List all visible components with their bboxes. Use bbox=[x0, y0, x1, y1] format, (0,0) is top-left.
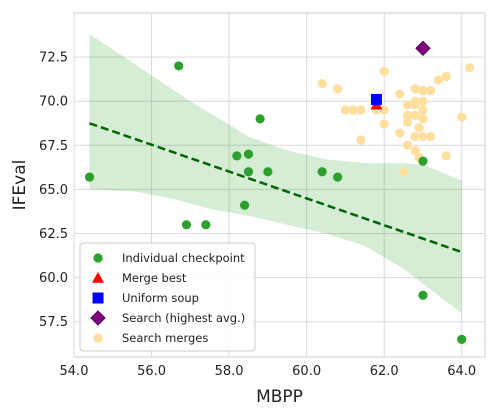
data-point bbox=[243, 149, 254, 159]
y-tick-label: 67.5 bbox=[39, 139, 68, 154]
y-tick-labels: 57.5 60.0 62.5 65.0 67.5 70.0 72.5 bbox=[39, 51, 68, 331]
data-point bbox=[410, 131, 420, 142]
data-point bbox=[457, 112, 467, 122]
legend: Individual checkpoint Merge best Uniform s… bbox=[79, 242, 256, 352]
y-tick-label: 60.0 bbox=[39, 271, 68, 286]
data-point bbox=[263, 167, 273, 177]
data-point bbox=[379, 105, 389, 115]
x-tick-label: 58.0 bbox=[215, 364, 244, 379]
data-point bbox=[243, 167, 254, 177]
data-point bbox=[181, 220, 192, 230]
data-point bbox=[84, 172, 95, 182]
data-point bbox=[395, 128, 405, 138]
data-point bbox=[201, 220, 211, 230]
data-point bbox=[398, 167, 409, 177]
legend-marker bbox=[92, 272, 104, 283]
data-point bbox=[418, 290, 428, 300]
data-point bbox=[426, 86, 436, 96]
data-points bbox=[84, 40, 475, 344]
data-point bbox=[379, 66, 389, 76]
gridlines bbox=[73, 13, 485, 357]
data-point bbox=[418, 156, 428, 166]
y-axis-label: IFEval bbox=[10, 160, 30, 211]
data-point bbox=[340, 105, 351, 115]
data-point bbox=[418, 105, 428, 115]
x-tick-label: 56.0 bbox=[137, 364, 166, 379]
x-tick-label: 60.0 bbox=[292, 364, 321, 379]
confidence-band bbox=[89, 34, 462, 313]
data-point bbox=[317, 78, 327, 89]
y-tick-label: 72.5 bbox=[39, 51, 68, 66]
y-tick-label: 65.0 bbox=[39, 183, 68, 198]
data-point bbox=[410, 84, 420, 94]
data-point bbox=[415, 40, 431, 56]
data-point bbox=[441, 71, 451, 82]
x-tick-label: 62.0 bbox=[370, 364, 399, 379]
data-point bbox=[356, 135, 366, 145]
data-point bbox=[395, 89, 405, 99]
data-point bbox=[379, 119, 389, 129]
legend-marker bbox=[92, 292, 104, 304]
data-point bbox=[232, 151, 242, 161]
legend-label: Merge best bbox=[122, 271, 187, 285]
data-point bbox=[333, 84, 343, 94]
data-point bbox=[457, 334, 467, 344]
legend-label: Search merges bbox=[122, 331, 208, 345]
legend-label: Individual checkpoint bbox=[122, 251, 245, 265]
data-point bbox=[317, 167, 327, 177]
data-point bbox=[402, 140, 413, 150]
data-point bbox=[414, 123, 424, 133]
legend-marker bbox=[90, 310, 106, 326]
data-point bbox=[174, 61, 184, 71]
data-point bbox=[464, 63, 475, 73]
data-point bbox=[402, 100, 413, 110]
legend-marker bbox=[93, 253, 103, 263]
data-point bbox=[410, 110, 420, 120]
x-tick-labels: 54.0 56.0 58.0 60.0 62.0 64.0 bbox=[60, 364, 477, 379]
data-point bbox=[433, 75, 444, 85]
x-tick-label: 54.0 bbox=[60, 364, 89, 379]
data-point bbox=[418, 114, 428, 124]
data-point bbox=[402, 117, 413, 127]
data-point bbox=[418, 96, 428, 106]
data-point bbox=[402, 110, 413, 120]
y-tick-label: 57.5 bbox=[39, 315, 68, 330]
legend-box bbox=[79, 242, 256, 352]
regression-line-group bbox=[89, 122, 463, 254]
data-point bbox=[410, 146, 420, 156]
y-tick-label: 62.5 bbox=[39, 227, 68, 242]
data-point bbox=[426, 131, 436, 142]
data-point bbox=[356, 105, 366, 115]
data-point bbox=[410, 100, 420, 110]
legend-marker bbox=[93, 333, 103, 343]
data-point bbox=[333, 172, 343, 182]
x-axis-label: MBPP bbox=[256, 387, 303, 407]
data-point bbox=[370, 93, 382, 105]
legend-label: Uniform soup bbox=[122, 291, 199, 305]
data-point bbox=[255, 114, 265, 124]
data-point bbox=[418, 86, 428, 96]
x-tick-label: 64.0 bbox=[447, 364, 476, 379]
regression-line bbox=[89, 122, 463, 254]
data-point bbox=[348, 105, 358, 115]
confidence-band-area bbox=[89, 34, 462, 313]
data-point bbox=[240, 200, 250, 210]
data-point bbox=[441, 151, 451, 161]
data-point bbox=[418, 131, 428, 142]
y-tick-label: 70.0 bbox=[39, 95, 68, 110]
legend-label: Search (highest avg.) bbox=[122, 311, 245, 325]
